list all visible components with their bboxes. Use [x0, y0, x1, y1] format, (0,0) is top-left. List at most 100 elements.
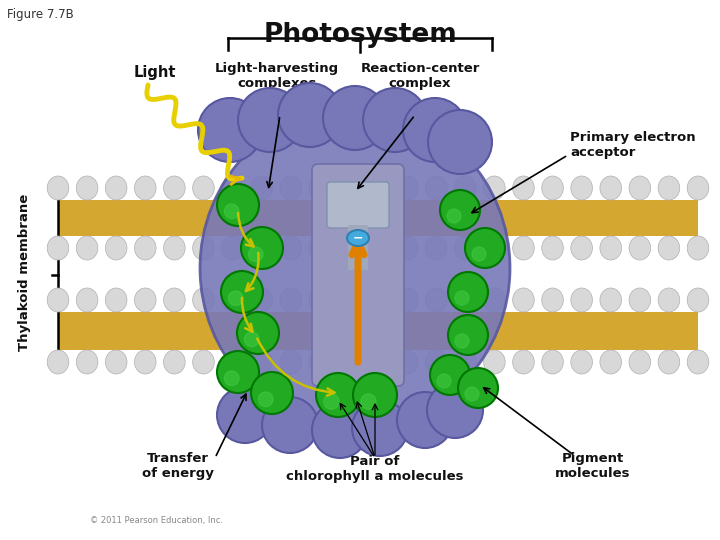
Circle shape — [455, 291, 469, 305]
Ellipse shape — [222, 288, 243, 312]
Ellipse shape — [629, 176, 651, 200]
Ellipse shape — [571, 176, 593, 200]
Circle shape — [427, 382, 483, 438]
Circle shape — [430, 355, 470, 395]
Ellipse shape — [426, 236, 447, 260]
Ellipse shape — [163, 350, 185, 374]
Circle shape — [244, 332, 259, 347]
Circle shape — [458, 368, 498, 408]
Ellipse shape — [48, 350, 69, 374]
Ellipse shape — [367, 350, 389, 374]
Circle shape — [262, 397, 318, 453]
Ellipse shape — [48, 288, 69, 312]
Ellipse shape — [367, 288, 389, 312]
Circle shape — [238, 88, 302, 152]
Circle shape — [221, 271, 263, 313]
Ellipse shape — [426, 288, 447, 312]
Ellipse shape — [309, 176, 330, 200]
Ellipse shape — [600, 176, 621, 200]
Circle shape — [237, 312, 279, 354]
Ellipse shape — [600, 350, 621, 374]
Ellipse shape — [396, 176, 418, 200]
Text: Pair of
chlorophyll a molecules: Pair of chlorophyll a molecules — [287, 455, 464, 483]
Ellipse shape — [309, 350, 330, 374]
Ellipse shape — [484, 176, 505, 200]
Ellipse shape — [222, 350, 243, 374]
Ellipse shape — [396, 350, 418, 374]
Ellipse shape — [513, 176, 534, 200]
Circle shape — [278, 83, 342, 147]
Ellipse shape — [251, 350, 272, 374]
Ellipse shape — [135, 350, 156, 374]
Circle shape — [472, 247, 486, 261]
Ellipse shape — [541, 236, 563, 260]
Ellipse shape — [193, 176, 215, 200]
Circle shape — [248, 247, 263, 262]
Ellipse shape — [367, 176, 389, 200]
Circle shape — [352, 400, 408, 456]
Ellipse shape — [347, 230, 369, 246]
Circle shape — [316, 373, 360, 417]
Circle shape — [403, 98, 467, 162]
Text: Thylakoid membrane: Thylakoid membrane — [19, 193, 32, 350]
Ellipse shape — [222, 236, 243, 260]
Ellipse shape — [309, 288, 330, 312]
Ellipse shape — [76, 350, 98, 374]
Circle shape — [217, 184, 259, 226]
Circle shape — [397, 392, 453, 448]
Ellipse shape — [105, 236, 127, 260]
Text: Pigment
molecules: Pigment molecules — [555, 452, 631, 480]
Ellipse shape — [76, 236, 98, 260]
Circle shape — [241, 227, 283, 269]
Ellipse shape — [222, 176, 243, 200]
FancyBboxPatch shape — [327, 182, 389, 228]
FancyBboxPatch shape — [312, 164, 404, 386]
Text: Light: Light — [134, 64, 176, 79]
Circle shape — [217, 351, 259, 393]
Ellipse shape — [105, 288, 127, 312]
Ellipse shape — [454, 176, 476, 200]
Ellipse shape — [280, 350, 302, 374]
Ellipse shape — [135, 288, 156, 312]
Ellipse shape — [541, 176, 563, 200]
Ellipse shape — [658, 288, 680, 312]
Ellipse shape — [629, 288, 651, 312]
Circle shape — [323, 86, 387, 150]
Circle shape — [225, 204, 239, 219]
Circle shape — [465, 228, 505, 268]
Ellipse shape — [193, 350, 215, 374]
Text: Figure 7.7B: Figure 7.7B — [7, 8, 73, 21]
Ellipse shape — [426, 176, 447, 200]
Ellipse shape — [658, 350, 680, 374]
Bar — [348, 225, 368, 270]
Text: Photosystem: Photosystem — [263, 22, 457, 48]
Ellipse shape — [76, 176, 98, 200]
Ellipse shape — [687, 350, 708, 374]
Ellipse shape — [163, 236, 185, 260]
Ellipse shape — [193, 288, 215, 312]
Ellipse shape — [280, 236, 302, 260]
Ellipse shape — [513, 288, 534, 312]
Text: © 2011 Pearson Education, Inc.: © 2011 Pearson Education, Inc. — [90, 516, 223, 525]
Ellipse shape — [309, 236, 330, 260]
Circle shape — [312, 402, 368, 458]
Ellipse shape — [251, 288, 272, 312]
Circle shape — [448, 272, 488, 312]
Ellipse shape — [426, 350, 447, 374]
Ellipse shape — [48, 176, 69, 200]
Ellipse shape — [687, 236, 708, 260]
Circle shape — [363, 88, 427, 152]
Ellipse shape — [105, 350, 127, 374]
Ellipse shape — [658, 176, 680, 200]
Text: Reaction-center
complex: Reaction-center complex — [360, 62, 480, 90]
Ellipse shape — [629, 350, 651, 374]
Ellipse shape — [513, 236, 534, 260]
Ellipse shape — [454, 288, 476, 312]
Ellipse shape — [541, 350, 563, 374]
Circle shape — [465, 387, 479, 401]
Ellipse shape — [541, 288, 563, 312]
Circle shape — [447, 209, 461, 223]
Ellipse shape — [338, 288, 360, 312]
Bar — [58, 200, 698, 236]
Ellipse shape — [163, 176, 185, 200]
